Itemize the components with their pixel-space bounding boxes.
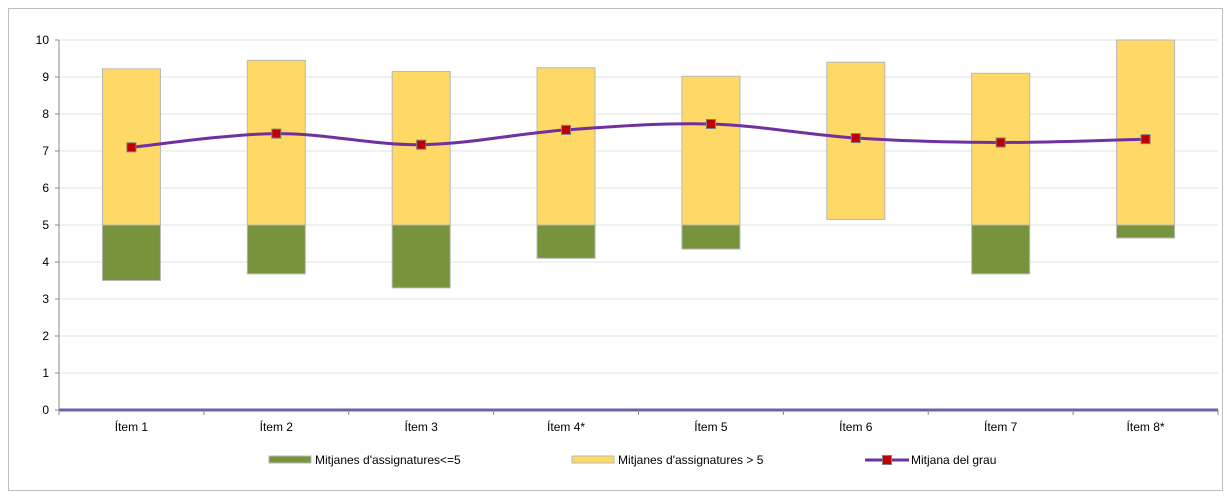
bar (1116, 39, 1176, 226)
y-tick-label: 1 (42, 366, 49, 380)
bar (536, 224, 596, 259)
line-point (126, 142, 137, 153)
y-tick-label: 4 (42, 255, 49, 269)
bar (971, 224, 1031, 275)
x-tick-label: Ítem 1 (115, 419, 149, 434)
tick-labels: 0 1 2 3 4 5 6 7 8 9 10 Ítem 1 Ítem 2 Ítem 3 Ítem 4* Íte… (36, 33, 1165, 434)
y-tick-label: 6 (42, 181, 49, 195)
bar (391, 224, 451, 289)
bar (681, 224, 741, 250)
x-tick-label: Ítem 8* (1127, 419, 1165, 434)
x-tick-label: Ítem 6 (839, 419, 873, 434)
y-tick-label: 7 (42, 144, 49, 158)
chart: 0 1 2 3 4 5 6 7 8 9 10 Ítem 1 Ítem 2 Ítem 3 Ítem 4* Íte… (36, 33, 1219, 467)
x-tick-label: Ítem 2 (260, 419, 294, 434)
line-point (1140, 134, 1151, 145)
bar (681, 75, 741, 226)
x-tick-label: Ítem 7 (984, 419, 1018, 434)
legend-marker (882, 455, 892, 465)
bar (971, 72, 1031, 226)
bars (101, 39, 1176, 289)
x-tick-label: Ítem 4* (547, 419, 585, 434)
series-line (131, 122, 1146, 149)
axes (55, 39, 1219, 415)
y-tick-label: 9 (42, 70, 49, 84)
bar (1116, 224, 1176, 239)
legend: Mitjanes d'assignatures<=5 Mitjanes d'ass… (268, 453, 996, 467)
average-line (126, 118, 1151, 153)
line-point (561, 124, 572, 135)
gridlines (59, 39, 1218, 374)
bar (536, 67, 596, 226)
line-point (705, 118, 716, 129)
x-tick-label: Ítem 3 (405, 419, 439, 434)
y-tick-label: 2 (42, 329, 49, 343)
line-point (995, 137, 1006, 148)
bar (101, 224, 161, 281)
bar (246, 59, 306, 226)
y-tick-label: 5 (42, 218, 49, 232)
y-tick-label: 10 (36, 33, 50, 47)
y-tick-label: 8 (42, 107, 49, 121)
legend-label: Mitjanes d'assignatures<=5 (315, 453, 461, 467)
line-point (271, 128, 282, 139)
legend-swatch (571, 455, 615, 464)
legend-swatch (268, 455, 312, 464)
legend-label: Mitjana del grau (911, 453, 996, 467)
chart-frame: 0 1 2 3 4 5 6 7 8 9 10 Ítem 1 Ítem 2 Ítem 3 Ítem 4* Íte… (8, 8, 1223, 491)
legend-label: Mitjanes d'assignatures > 5 (618, 453, 764, 467)
x-tick-label: Ítem 5 (694, 419, 728, 434)
line-point (850, 133, 861, 144)
y-tick-label: 0 (42, 403, 49, 417)
bar (246, 224, 306, 275)
y-tick-label: 3 (42, 292, 49, 306)
line-point (416, 139, 427, 150)
